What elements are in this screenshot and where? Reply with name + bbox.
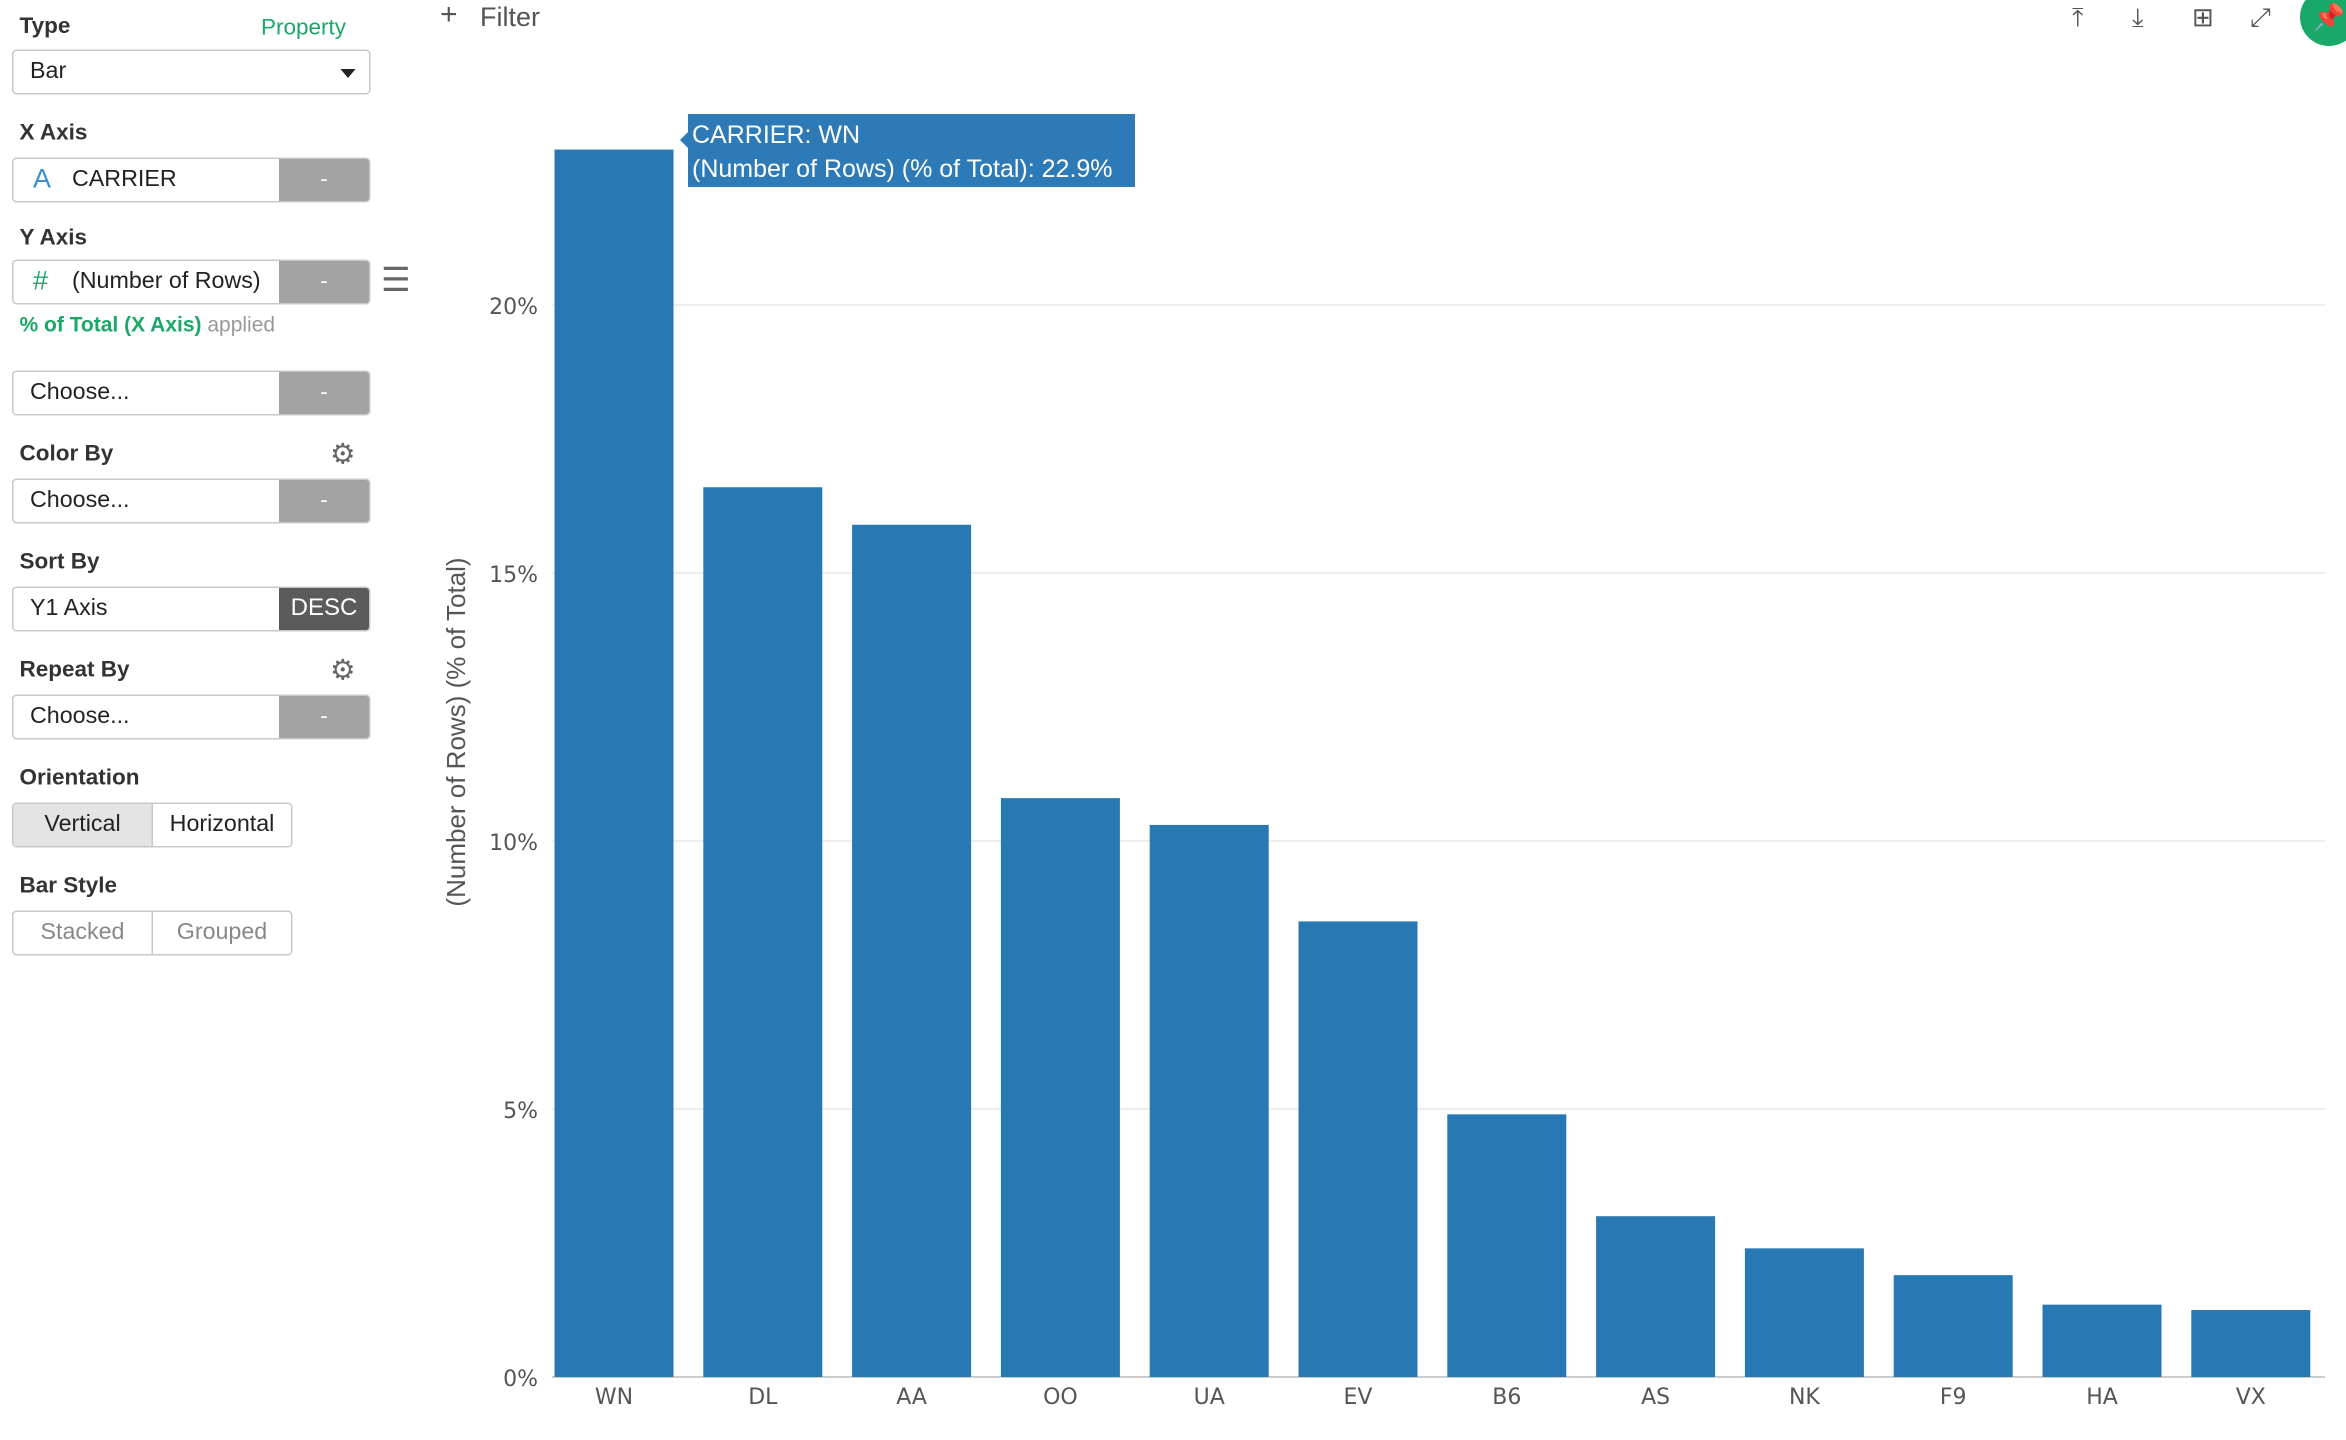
menu-icon[interactable]: ☰ <box>381 261 411 299</box>
y2-axis-field[interactable]: Choose... - <box>12 370 371 416</box>
y-tick-label: 0% <box>503 1367 538 1392</box>
bar-as[interactable] <box>1596 1216 1716 1377</box>
bar-vx[interactable] <box>2191 1310 2311 1377</box>
color-by-remove-button[interactable]: - <box>279 480 369 522</box>
y-tick-label: 5% <box>503 1099 538 1124</box>
color-by-label: Color By <box>19 441 114 467</box>
calc-applied-suffix: applied <box>207 312 276 336</box>
x-tick-label: DL <box>748 1385 778 1410</box>
color-by-field[interactable]: Choose... - <box>12 478 371 524</box>
download-icon[interactable]: ⤓ <box>2132 2 2144 32</box>
bar-ha[interactable] <box>2042 1304 2162 1377</box>
chevron-down-icon <box>340 69 356 78</box>
x-tick-label: WN <box>595 1385 633 1410</box>
type-label: Type <box>19 13 71 40</box>
bar-tooltip: CARRIER: WN (Number of Rows) (% of Total… <box>680 114 1135 187</box>
sort-by-label: Sort By <box>19 549 100 575</box>
numeric-type-icon: # <box>33 265 49 296</box>
y-axis-calculation-note[interactable]: % of Total (X Axis) applied <box>20 312 276 336</box>
bar-style-label: Bar Style <box>19 873 118 899</box>
color-by-gear-icon[interactable]: ⚙ <box>330 439 356 472</box>
y-axis-label: Y Axis <box>19 225 88 251</box>
pin-icon[interactable]: 📌 <box>2300 0 2346 46</box>
y-axis-title: (Number of Rows) (% of Total) <box>441 557 471 906</box>
bar-aa[interactable] <box>852 524 972 1377</box>
x-tick-label: UA <box>1194 1385 1225 1410</box>
tooltip-line-1: CARRIER: WN <box>692 121 861 149</box>
x-axis-remove-button[interactable]: - <box>279 159 369 201</box>
bar-f9[interactable] <box>1893 1275 2013 1377</box>
upload-icon[interactable]: ⤒ <box>2072 2 2084 32</box>
repeat-by-value: Choose... <box>30 703 130 730</box>
chart-type-value: Bar <box>30 58 67 85</box>
y-axis-value: (Number of Rows) <box>72 268 261 295</box>
x-tick-label: F9 <box>1940 1385 1967 1410</box>
y2-axis-remove-button[interactable]: - <box>279 372 369 414</box>
orientation-vertical-button[interactable]: Vertical <box>13 804 152 846</box>
x-tick-label: HA <box>2086 1385 2118 1410</box>
bar-b6[interactable] <box>1447 1114 1567 1377</box>
text-type-icon: A <box>33 163 52 194</box>
x-tick-label: VX <box>2236 1385 2266 1410</box>
x-tick-label: AA <box>896 1385 927 1410</box>
x-tick-label: NK <box>1789 1385 1820 1410</box>
x-axis-field[interactable]: A CARRIER - <box>12 157 371 203</box>
sort-order-button[interactable]: DESC <box>279 588 369 630</box>
repeat-by-label: Repeat By <box>19 657 130 683</box>
x-tick-label: OO <box>1043 1385 1078 1410</box>
x-axis-value: CARRIER <box>72 166 177 193</box>
table-view-icon[interactable]: ⊞ <box>2192 2 2214 32</box>
y-axis-remove-button[interactable]: - <box>279 261 369 303</box>
y-axis-field[interactable]: # (Number of Rows) - <box>12 259 371 305</box>
bar-nk[interactable] <box>1744 1248 1864 1377</box>
repeat-by-field[interactable]: Choose... - <box>12 694 371 740</box>
sort-by-field[interactable]: Y1 Axis DESC <box>12 586 371 632</box>
bar-style-toggle: Stacked Grouped <box>12 910 293 956</box>
filter-button[interactable]: Filter <box>480 2 540 32</box>
repeat-by-gear-icon[interactable]: ⚙ <box>330 655 356 688</box>
bar-style-grouped-button[interactable]: Grouped <box>151 912 292 954</box>
y-tick-label: 20% <box>489 295 538 320</box>
x-tick-label: B6 <box>1492 1385 1521 1410</box>
orientation-label: Orientation <box>19 765 140 791</box>
expand-icon[interactable]: ⤢ <box>2250 2 2271 32</box>
chart-type-select[interactable]: Bar <box>12 49 371 95</box>
orientation-toggle: Vertical Horizontal <box>12 802 293 848</box>
x-tick-label: EV <box>1344 1385 1373 1410</box>
bar-style-stacked-button[interactable]: Stacked <box>40 919 125 946</box>
color-by-value: Choose... <box>30 487 130 514</box>
repeat-by-remove-button[interactable]: - <box>279 696 369 738</box>
bar-ev[interactable] <box>1298 921 1418 1377</box>
y-tick-label: 10% <box>489 831 538 856</box>
property-link[interactable]: Property <box>261 15 347 41</box>
tooltip-line-2: (Number of Rows) (% of Total): 22.9% <box>692 155 1113 183</box>
y-tick-label: 15% <box>489 563 538 588</box>
calc-applied-text[interactable]: % of Total (X Axis) <box>19 312 202 336</box>
x-tick-label: AS <box>1641 1385 1670 1410</box>
x-axis-label: X Axis <box>19 120 88 146</box>
bar-dl[interactable] <box>703 487 823 1377</box>
bar-oo[interactable] <box>1000 798 1120 1377</box>
y2-axis-value: Choose... <box>30 379 130 406</box>
orientation-horizontal-button[interactable]: Horizontal <box>151 804 292 846</box>
add-filter-icon[interactable]: + <box>440 0 458 31</box>
bar-wn[interactable] <box>554 149 674 1377</box>
bar-ua[interactable] <box>1149 824 1269 1377</box>
sort-by-value: Y1 Axis <box>30 595 108 622</box>
